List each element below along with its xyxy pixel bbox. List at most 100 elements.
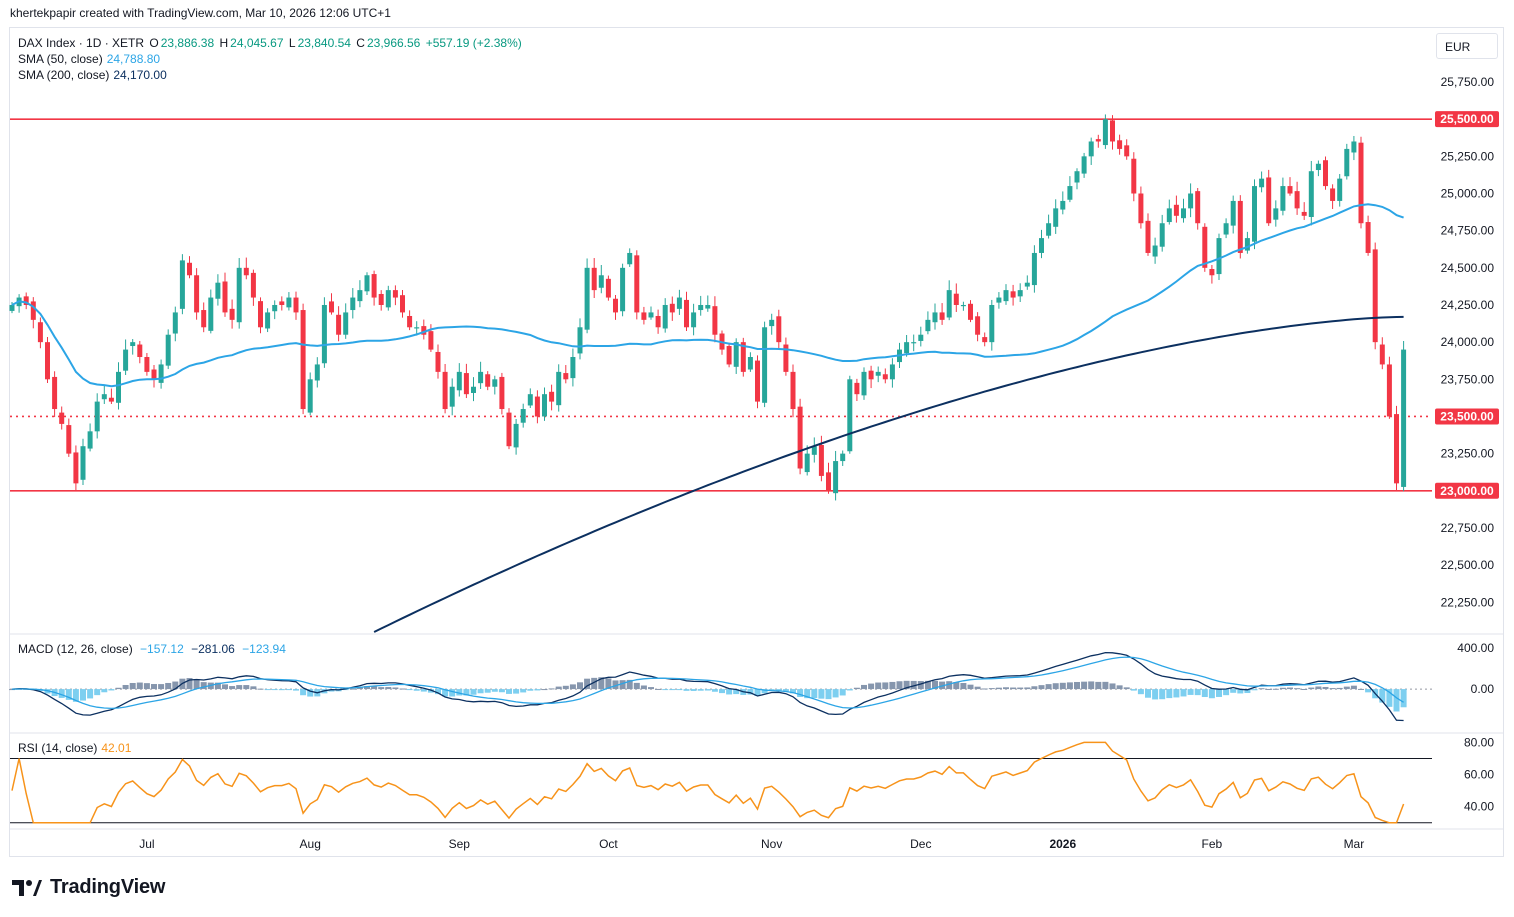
candle-body	[627, 252, 633, 265]
candle-body	[591, 267, 597, 291]
high-label: H	[219, 36, 229, 50]
macd-histogram-bar	[669, 689, 676, 691]
level-badge-label: 23,000.00	[1440, 484, 1494, 498]
candle-body	[1273, 208, 1279, 220]
macd-histogram-bar	[811, 689, 818, 699]
candle-body	[989, 304, 995, 343]
macd-histogram-bar	[1223, 689, 1230, 696]
candle-body	[250, 272, 256, 298]
macd-histogram-bar	[917, 681, 924, 690]
macd-histogram-bar	[349, 688, 356, 690]
rsi-legend[interactable]: RSI (14, close) 42.01	[18, 740, 131, 756]
x-tick-label: Aug	[300, 837, 321, 851]
candle-body	[137, 344, 143, 358]
macd-histogram-bar	[1251, 689, 1258, 691]
candle-body	[1003, 290, 1009, 302]
sma200-line	[373, 315, 1404, 633]
macd-histogram-bar	[1024, 687, 1031, 690]
currency-button[interactable]: EUR	[1436, 33, 1498, 59]
macd-histogram-bar	[442, 689, 449, 697]
candle-body	[520, 409, 526, 423]
macd-histogram-bar	[9, 689, 15, 691]
candle-body	[811, 446, 817, 455]
candle-body	[904, 342, 910, 354]
macd-histogram-bar	[775, 689, 782, 691]
macd-histogram-bar	[953, 682, 960, 690]
candle-body	[698, 304, 704, 311]
macd-histogram-bar	[87, 689, 94, 699]
sma50-legend[interactable]: SMA (50, close) 24,788.80	[18, 51, 160, 67]
symbol-label[interactable]: DAX Index · 1D · XETR	[18, 36, 145, 50]
x-tick-label: Oct	[599, 837, 618, 851]
candle-body	[882, 374, 888, 380]
candle-body	[620, 267, 626, 312]
macd-histogram-bar	[236, 685, 243, 690]
candle-body	[179, 260, 185, 309]
macd-histogram-bar	[214, 682, 221, 690]
candle-body	[194, 275, 200, 313]
macd-histogram-bar	[1102, 681, 1109, 690]
macd-histogram-bar	[555, 686, 562, 690]
candle-body	[1330, 188, 1336, 201]
candle-body	[996, 297, 1002, 303]
candle-body	[1095, 139, 1101, 142]
chart-frame	[9, 27, 1504, 857]
candle-body	[641, 312, 647, 320]
candle-body	[684, 299, 689, 328]
macd-histogram-bar	[1194, 689, 1201, 696]
rsi-tick-label: 40.00	[1464, 800, 1494, 814]
candle-body	[130, 342, 136, 347]
candle-body	[229, 308, 235, 320]
macd-histogram-bar	[1187, 689, 1194, 695]
macd-histogram-bar	[378, 687, 385, 690]
macd-histogram-bar	[307, 689, 314, 697]
rsi-line	[11, 741, 1405, 824]
y-tick-label: 24,500.00	[1441, 261, 1495, 275]
candle-body	[1110, 120, 1115, 142]
candle-body	[1280, 186, 1286, 211]
candle-body	[1287, 186, 1293, 194]
macd-histogram-bar	[797, 689, 804, 698]
macd-histogram-bar	[1216, 689, 1222, 697]
close-label: C	[356, 36, 365, 50]
candle-body	[1344, 148, 1350, 177]
macd-histogram-bar	[1208, 689, 1215, 699]
macd-histogram-bar	[506, 689, 512, 694]
candle-body	[336, 314, 342, 335]
macd-label: MACD (12, 26, close)	[18, 642, 133, 656]
candle-body	[428, 331, 434, 350]
macd-legend[interactable]: MACD (12, 26, close) −157.12 −281.06 −12…	[18, 641, 286, 657]
candle-body	[1252, 186, 1257, 242]
candle-body	[1323, 160, 1328, 187]
macd-histogram-bar	[491, 689, 498, 692]
candle-body	[584, 267, 590, 330]
macd-histogram-bar	[356, 687, 363, 690]
sma200-legend[interactable]: SMA (200, close) 24,170.00	[18, 67, 167, 83]
macd-histogram-bar	[108, 689, 115, 691]
candle-body	[222, 281, 228, 313]
candle-body	[9, 304, 15, 311]
candle-body	[1394, 414, 1399, 484]
candle-body	[1195, 191, 1201, 224]
open-label: O	[149, 36, 159, 50]
low-label: L	[288, 36, 296, 50]
macd-histogram-bar	[1201, 689, 1208, 698]
candle-body	[1031, 252, 1037, 286]
candle-body	[790, 371, 796, 410]
candle-body	[669, 303, 675, 313]
macd-histogram-bar	[1003, 687, 1009, 690]
candle-body	[1223, 223, 1229, 235]
candle-body	[87, 431, 93, 449]
macd-histogram-bar	[158, 684, 165, 690]
macd-histogram-bar	[704, 689, 711, 691]
candle-body	[513, 423, 519, 448]
candle-body	[939, 312, 945, 320]
macd-histogram-bar	[832, 689, 839, 698]
macd-histogram-bar	[1343, 686, 1350, 690]
macd-histogram-bar	[719, 689, 725, 694]
candle-body	[797, 406, 803, 469]
macd-histogram-bar	[782, 689, 789, 692]
macd-histogram-bar	[1379, 689, 1386, 703]
candle-body	[975, 316, 981, 335]
